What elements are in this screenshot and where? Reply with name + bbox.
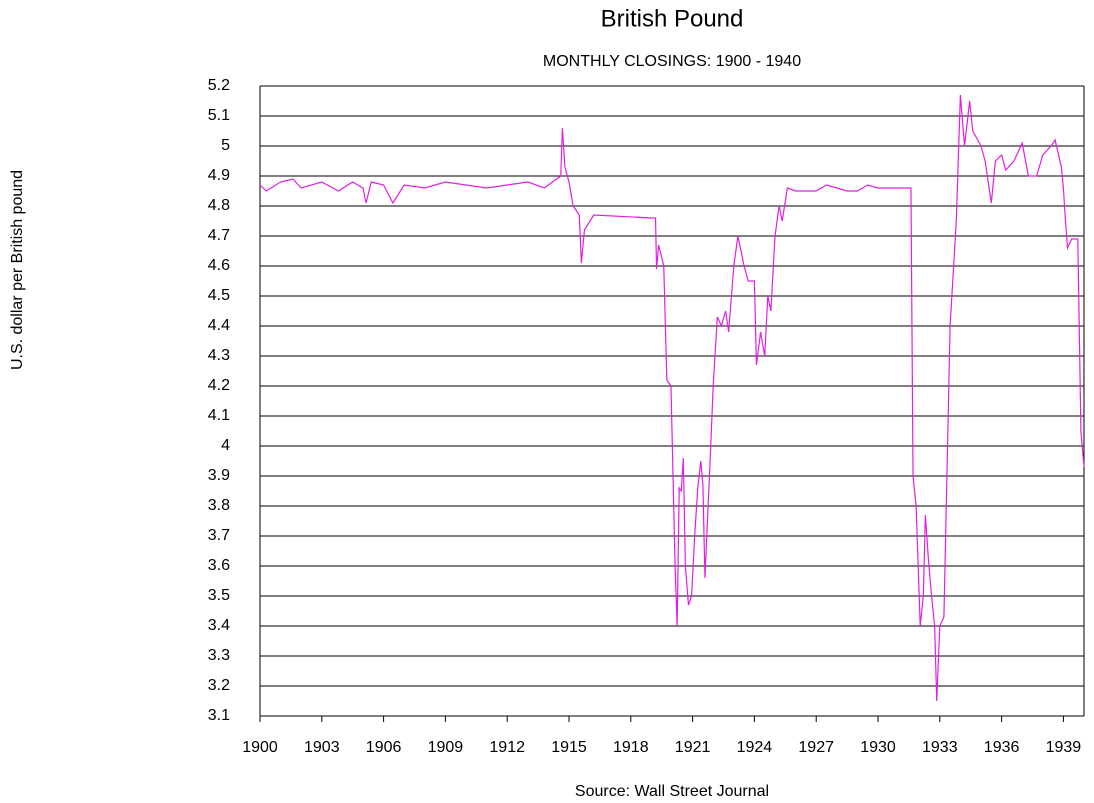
x-tick-label: 1909 [428,739,464,756]
y-tick-label: 3.7 [208,527,230,544]
x-tick-label: 1921 [675,739,711,756]
y-tick-label: 4 [221,437,230,454]
x-tick-label: 1939 [1046,739,1082,756]
chart-subtitle: MONTHLY CLOSINGS: 1900 - 1940 [543,53,801,70]
x-tick-label: 1927 [798,739,834,756]
source-note: Source: Wall Street Journal [575,783,769,800]
y-tick-label: 4.5 [208,287,230,304]
y-tick-label: 3.5 [208,587,230,604]
y-tick-label: 3.3 [208,647,230,664]
y-tick-label: 4.6 [208,257,230,274]
y-tick-label: 4.1 [208,407,230,424]
x-tick-label: 1906 [366,739,402,756]
x-tick-label: 1903 [304,739,340,756]
y-tick-label: 5.2 [208,77,230,94]
x-tick-label: 1930 [860,739,896,756]
x-tick-label: 1915 [551,739,587,756]
y-axis-label: U.S. dollar per British pound [9,170,26,370]
chart-title: British Pound [601,5,744,32]
y-tick-label: 4.7 [208,227,230,244]
y-tick-label: 3.4 [208,617,230,634]
y-tick-label: 4.9 [208,167,230,184]
y-tick-label: 3.9 [208,467,230,484]
x-tick-label: 1924 [737,739,773,756]
y-tick-label: 3.2 [208,677,230,694]
y-tick-label: 3.6 [208,557,230,574]
x-tick-label: 1936 [984,739,1020,756]
y-tick-label: 4.2 [208,377,230,394]
y-tick-label: 3.1 [208,707,230,724]
data-line [259,94,1085,702]
x-tick-label: 1918 [613,739,649,756]
x-tick-label: 1933 [922,739,958,756]
y-tick-label: 3.8 [208,497,230,514]
y-tick-label: 4.8 [208,197,230,214]
y-tick-label: 4.4 [208,317,230,334]
x-tick-label: 1912 [489,739,525,756]
y-tick-label: 4.3 [208,347,230,364]
y-tick-label: 5.1 [208,107,230,124]
x-tick-label: 1900 [242,739,278,756]
y-tick-label: 5 [221,137,230,154]
